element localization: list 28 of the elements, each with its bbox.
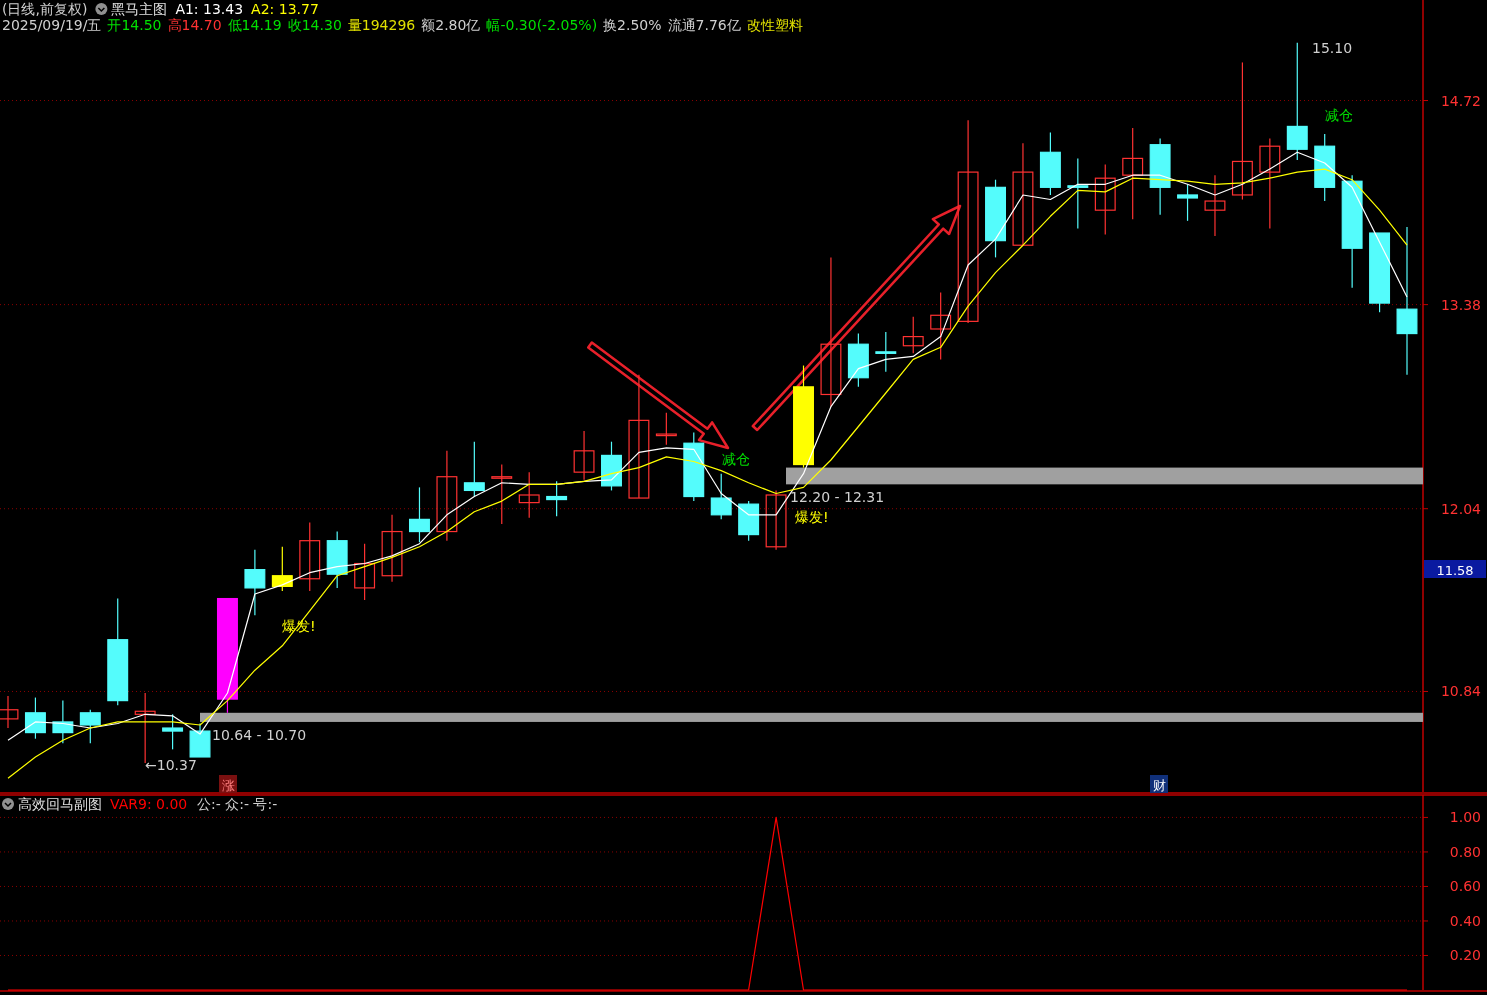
chart-title: 高效回马副图 <box>18 796 102 812</box>
annotation: 财 <box>1152 778 1166 793</box>
y-tick-label: 0.80 <box>1449 843 1481 860</box>
y-tick-label: 0.20 <box>1449 947 1481 964</box>
chart-subtitle: (日线,前复权) <box>2 1 88 17</box>
y-tick-label: 10.84 <box>1440 683 1482 700</box>
y-tick-label: 0.40 <box>1449 912 1481 929</box>
text: 2025/09/19/五 开14.50 高14.70 低14.19 收14.30 量194296 额2.80亿 幅-0.30(-2.05%) 换2.50% 流通7.76亿 改性塑料 <box>2 17 803 33</box>
annotation: 15.10 <box>1312 40 1353 56</box>
text: 11.58 <box>1436 563 1474 578</box>
band-label: 10.64 - 10.70 <box>212 726 307 743</box>
text: VAR9: 0.00 <box>110 796 188 812</box>
text: A1: 13.43 <box>175 1 244 17</box>
y-tick-label: 12.04 <box>1440 500 1482 517</box>
annotation: ←10.37 <box>145 757 197 773</box>
y-tick-label: 13.38 <box>1440 296 1481 313</box>
band-label: 12.20 - 12.31 <box>790 489 885 506</box>
y-tick-label: 14.72 <box>1440 92 1481 109</box>
text: A2: 13.77 <box>251 1 319 17</box>
annotation: 爆发! <box>282 618 316 634</box>
chart-title: 黑马主图 <box>111 1 168 17</box>
annotation: 减仓 <box>1325 107 1353 123</box>
annotation: 涨 <box>221 778 235 793</box>
annotation: 爆发! <box>795 509 829 525</box>
y-tick-label: 0.60 <box>1449 878 1481 895</box>
y-tick-label: 1.00 <box>1449 809 1481 826</box>
annotation: 减仓 <box>722 451 750 467</box>
annotation: 公:- 众:- 号:- <box>197 796 278 812</box>
